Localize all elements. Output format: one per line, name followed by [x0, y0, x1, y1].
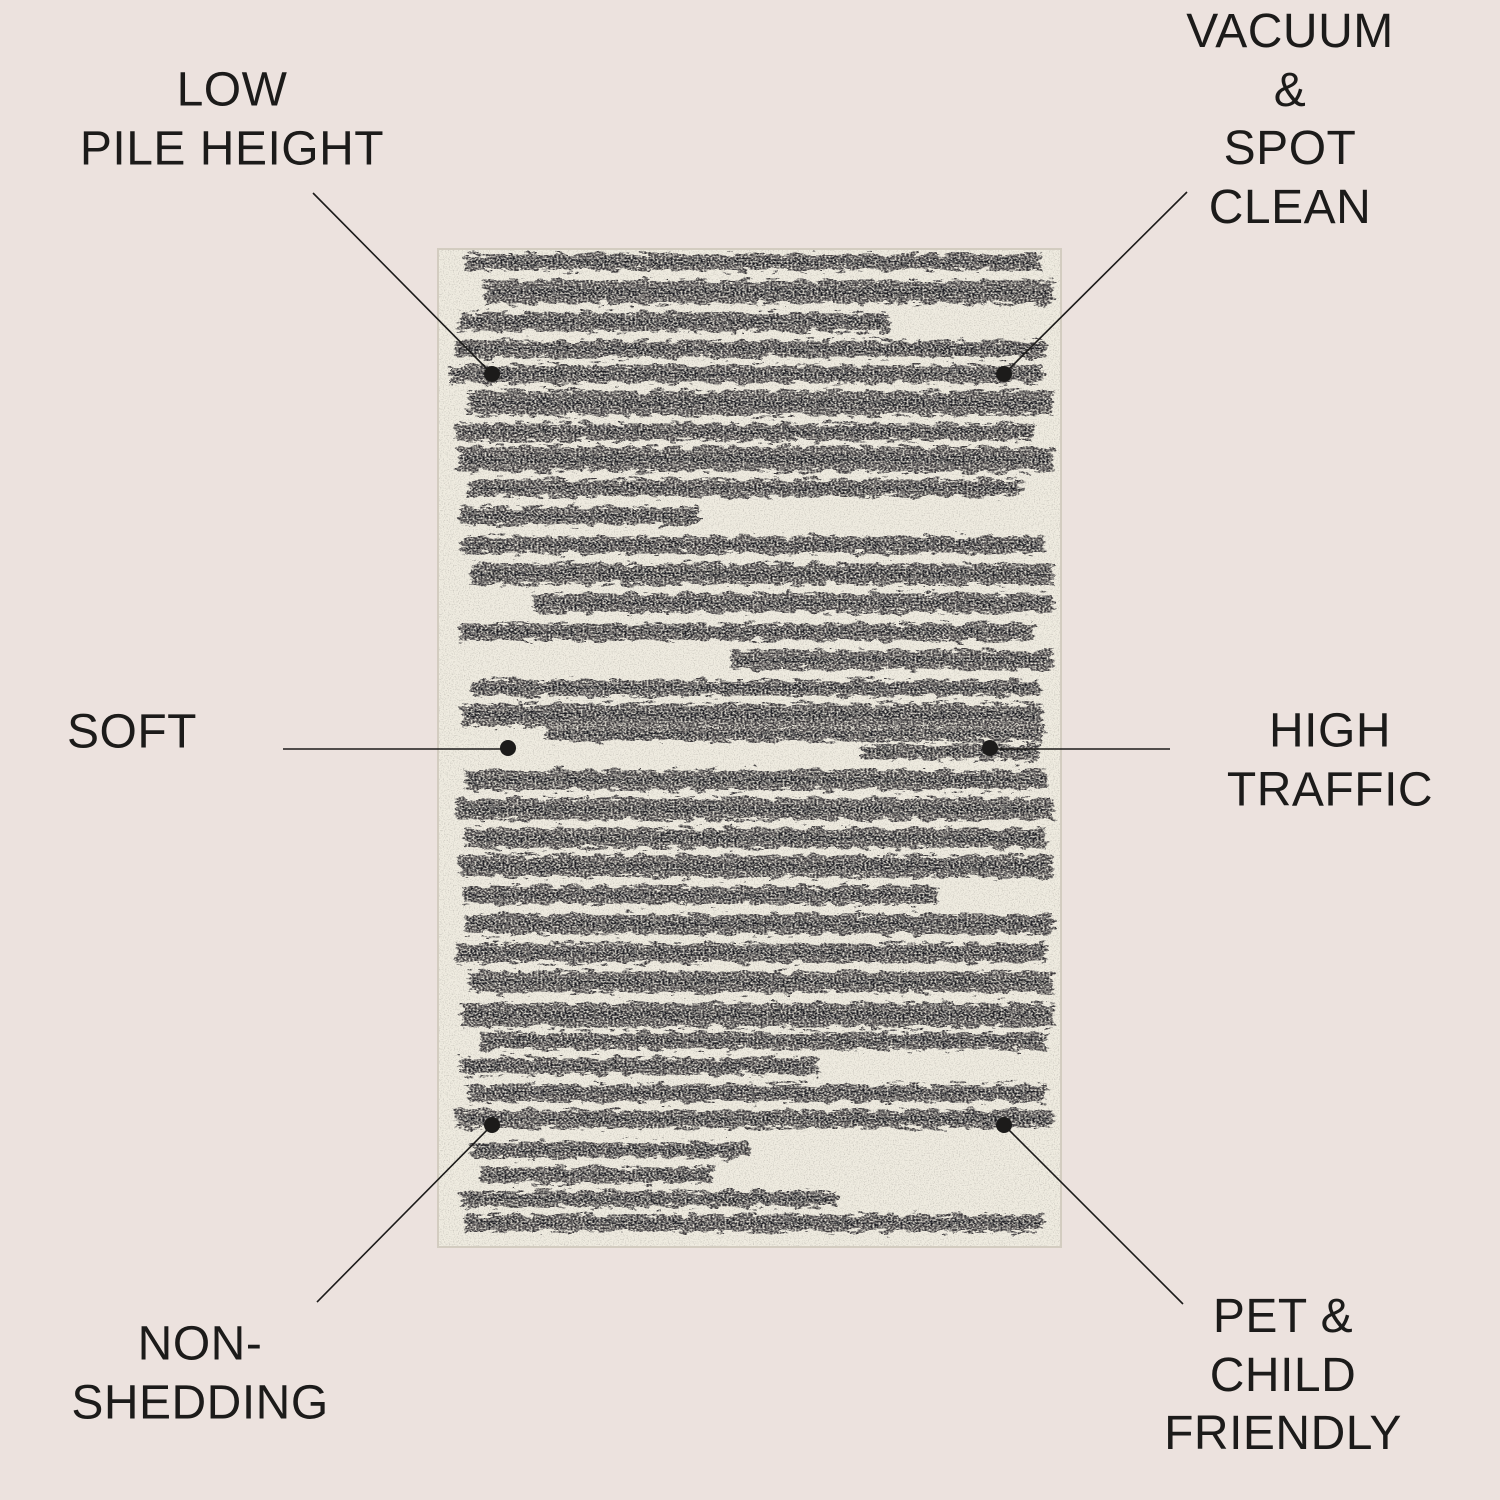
callout-line-vacuum-spot-clean [1003, 191, 1188, 375]
callout-dot-soft [500, 740, 516, 756]
rug-stripe [462, 703, 1044, 727]
rug-stripe [483, 280, 1053, 304]
rug-stripe [480, 1032, 1047, 1050]
callout-dot-low-pile-height [484, 366, 500, 382]
label-high-traffic: HIGH TRAFFIC [1226, 704, 1434, 816]
rug-stripe [462, 1003, 1053, 1027]
label-non-shedding: NON- SHEDDING [71, 1317, 329, 1429]
rug-stripe [465, 828, 1047, 848]
rug-stripe [458, 446, 1053, 472]
label-vacuum-spot-clean: VACUUM & SPOT CLEAN [1186, 4, 1394, 234]
rug-image [437, 248, 1062, 1248]
rug-stripe [468, 971, 1053, 993]
rug-edge [437, 248, 1062, 1248]
callout-dot-vacuum-spot-clean [996, 366, 1012, 382]
rug-stripe [465, 254, 1041, 270]
rug-stripe [465, 770, 1047, 790]
callout-lines [283, 191, 1188, 1305]
label-pet-child-friendly: PET & CHILD FRIENDLY [1164, 1290, 1402, 1461]
rug-stripe [468, 1084, 1047, 1102]
rug-stripe [455, 798, 1053, 820]
rug-stripe [462, 1191, 837, 1207]
rug-stripe [455, 423, 1034, 441]
rug-stripe [462, 886, 937, 904]
rug-stripe [480, 1167, 712, 1183]
callout-line-low-pile-height [312, 192, 493, 375]
rug-stripe [455, 340, 1047, 358]
callout-dot-high-traffic [982, 740, 998, 756]
rug-stripe [455, 943, 1047, 963]
rug-stripe [468, 390, 1053, 416]
rug-stripe [471, 563, 1053, 585]
rug-stripe [449, 365, 1044, 383]
callout-line-non-shedding [316, 1124, 493, 1303]
callout-dot-pet-child-friendly [996, 1117, 1012, 1133]
rug-stripe [533, 593, 1053, 613]
rug-stripe [471, 680, 1041, 696]
rug-stripe [455, 1110, 1053, 1128]
label-soft: SOFT [67, 705, 197, 759]
rug-stripe-pattern [449, 254, 1053, 1232]
callout-line-pet-child-friendly [1003, 1124, 1184, 1305]
rug-stripe [471, 1142, 750, 1158]
label-low-pile-height: LOW PILE HEIGHT [79, 63, 385, 175]
rug-stripe [862, 744, 1041, 760]
rug-stripe [465, 914, 1053, 934]
rug-stripe [546, 727, 1044, 741]
rug-stripe [462, 1057, 819, 1075]
rug-stripe [458, 855, 1053, 877]
rug-stripe [458, 623, 1034, 641]
callout-dot-non-shedding [484, 1117, 500, 1133]
rug-stripe [462, 536, 1044, 554]
rug-stripe [458, 312, 891, 332]
rug-stripe [468, 479, 1022, 497]
rug-stripe [465, 1214, 1044, 1232]
rug-stripe [730, 650, 1053, 670]
rug-stripe [458, 507, 700, 525]
